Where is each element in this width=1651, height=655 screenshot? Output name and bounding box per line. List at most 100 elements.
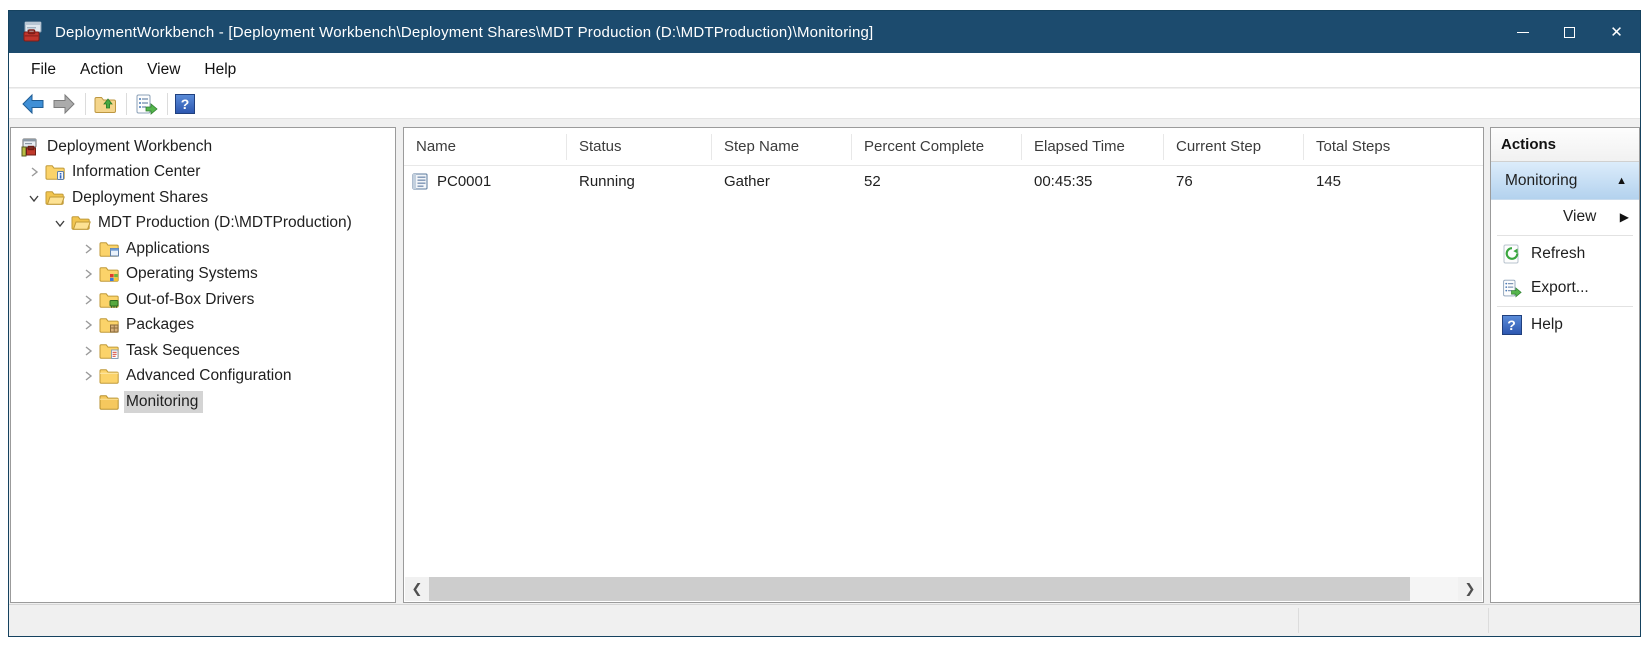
- minimize-button[interactable]: [1499, 11, 1546, 53]
- maximize-icon: [1564, 26, 1575, 38]
- chevron-down-icon[interactable]: [49, 215, 71, 231]
- toolbar-separator: [85, 92, 86, 115]
- tree-item-deployment-workbench[interactable]: Deployment Workbench: [11, 134, 395, 160]
- cell-status: Running: [579, 172, 635, 190]
- collapse-caret-icon[interactable]: ▲: [1616, 174, 1627, 187]
- folder-packages-icon: [99, 316, 119, 334]
- folder-icon: [99, 367, 119, 385]
- action-help[interactable]: ? Help: [1491, 308, 1639, 342]
- export-list-icon[interactable]: [134, 92, 158, 116]
- forward-icon[interactable]: [52, 92, 76, 116]
- open-folder-icon: [71, 214, 91, 232]
- action-view[interactable]: View ▶: [1491, 200, 1639, 234]
- action-export[interactable]: Export...: [1491, 271, 1639, 305]
- minimize-icon: [1516, 31, 1529, 33]
- toolbar-separator: [126, 92, 127, 115]
- export-list-icon: [1501, 278, 1522, 299]
- chevron-right-icon[interactable]: [77, 317, 99, 333]
- tree-item-advanced-configuration[interactable]: Advanced Configuration: [11, 364, 395, 390]
- scroll-right-button[interactable]: ❯: [1458, 577, 1482, 601]
- menu-help[interactable]: Help: [204, 61, 237, 78]
- scrollbar-track[interactable]: [1410, 577, 1458, 601]
- action-refresh[interactable]: Refresh: [1491, 237, 1639, 271]
- menu-view[interactable]: View: [147, 61, 181, 78]
- console-tree-pane: Deployment Workbench Information Center …: [10, 127, 396, 603]
- column-header-elapsed-time[interactable]: Elapsed Time: [1022, 133, 1164, 160]
- refresh-icon: [1501, 244, 1522, 265]
- tree-item-label: Deployment Shares: [72, 188, 209, 206]
- chevron-right-icon[interactable]: [77, 266, 99, 282]
- column-header-step-name[interactable]: Step Name: [712, 133, 852, 160]
- actions-group-label: Monitoring: [1505, 171, 1578, 189]
- column-header-current-step[interactable]: Current Step: [1164, 133, 1304, 160]
- tree-item-out-of-box-drivers[interactable]: Out-of-Box Drivers: [11, 287, 395, 313]
- cell-current-step: 76: [1176, 172, 1193, 190]
- close-button[interactable]: ✕: [1593, 11, 1640, 53]
- cell-percent-complete: 52: [864, 172, 881, 190]
- folder-tasks-icon: [99, 342, 119, 360]
- action-label: View: [1563, 208, 1597, 225]
- column-header-percent-complete[interactable]: Percent Complete: [852, 133, 1022, 160]
- tree-item-label: Advanced Configuration: [126, 367, 292, 385]
- chevron-down-icon[interactable]: [23, 190, 45, 206]
- tree-item-label: Operating Systems: [126, 265, 258, 283]
- status-divider: [1298, 608, 1299, 633]
- actions-group-monitoring[interactable]: Monitoring ▲: [1491, 162, 1639, 200]
- tree-item-label: Packages: [126, 316, 195, 334]
- folder-applications-icon: [99, 240, 119, 258]
- tree-item-label: Information Center: [72, 163, 201, 181]
- submenu-arrow-icon: ▶: [1619, 210, 1629, 224]
- open-folder-icon: [45, 189, 65, 207]
- tree-item-label: Task Sequences: [126, 341, 240, 359]
- folder-info-icon: [45, 163, 65, 181]
- actions-separator: [1497, 306, 1633, 307]
- scroll-left-button[interactable]: ❮: [405, 577, 429, 601]
- tree-item-label: MDT Production (D:\MDTProduction): [98, 214, 352, 232]
- chevron-right-icon: ❯: [1464, 581, 1476, 596]
- chevron-right-icon[interactable]: [23, 164, 45, 180]
- tree-item-applications[interactable]: Applications: [11, 236, 395, 262]
- menu-action[interactable]: Action: [79, 61, 124, 78]
- column-header-total-steps[interactable]: Total Steps: [1316, 138, 1391, 155]
- help-icon[interactable]: ?: [175, 93, 195, 114]
- horizontal-scrollbar[interactable]: ❮ ❯: [405, 577, 1482, 601]
- chevron-right-icon[interactable]: [77, 241, 99, 257]
- cell-step-name: Gather: [724, 172, 770, 190]
- actions-pane-title: Actions: [1491, 128, 1639, 162]
- chevron-right-icon[interactable]: [77, 343, 99, 359]
- back-icon[interactable]: [21, 92, 45, 116]
- close-icon: ✕: [1610, 23, 1623, 41]
- action-label: Export...: [1531, 279, 1589, 296]
- status-bar: [9, 604, 1640, 636]
- tree-item-mdt-production[interactable]: MDT Production (D:\MDTProduction): [11, 211, 395, 237]
- chevron-right-icon[interactable]: [77, 292, 99, 308]
- menu-file[interactable]: File: [31, 61, 56, 78]
- maximize-button[interactable]: [1546, 11, 1593, 53]
- menu-bar: File Action View Help: [9, 53, 1640, 88]
- folder-os-icon: [99, 265, 119, 283]
- mmc-window: DeploymentWorkbench - [Deployment Workbe…: [8, 10, 1641, 637]
- table-row[interactable]: PC0001 Running Gather 52 00:45:35 76 145: [404, 166, 1483, 196]
- actions-pane: Actions Monitoring ▲ View ▶ Refresh: [1490, 127, 1640, 603]
- column-header-status[interactable]: Status: [567, 133, 712, 160]
- tree-item-monitoring[interactable]: Monitoring: [11, 389, 395, 415]
- tree-item-packages[interactable]: Packages: [11, 313, 395, 339]
- tree-item-deployment-shares[interactable]: Deployment Shares: [11, 185, 395, 211]
- up-one-level-icon[interactable]: [93, 92, 117, 116]
- window-title: DeploymentWorkbench - [Deployment Workbe…: [55, 23, 874, 41]
- tree-item-information-center[interactable]: Information Center: [11, 160, 395, 186]
- scrollbar-thumb[interactable]: [429, 577, 1410, 601]
- workbench-icon: [20, 138, 40, 157]
- tree-item-label: Monitoring: [126, 392, 199, 410]
- chevron-right-icon[interactable]: [77, 368, 99, 384]
- toolbar: ?: [9, 89, 1640, 119]
- action-label: Refresh: [1531, 245, 1586, 262]
- folder-drivers-icon: [99, 291, 119, 309]
- tree-item-task-sequences[interactable]: Task Sequences: [11, 338, 395, 364]
- column-header-name[interactable]: Name: [404, 133, 567, 160]
- selected-tree-item-highlight: Monitoring: [124, 390, 204, 413]
- title-bar: DeploymentWorkbench - [Deployment Workbe…: [9, 11, 1640, 53]
- cell-total-steps: 145: [1316, 172, 1342, 190]
- help-icon: ?: [1501, 315, 1522, 336]
- tree-item-operating-systems[interactable]: Operating Systems: [11, 262, 395, 288]
